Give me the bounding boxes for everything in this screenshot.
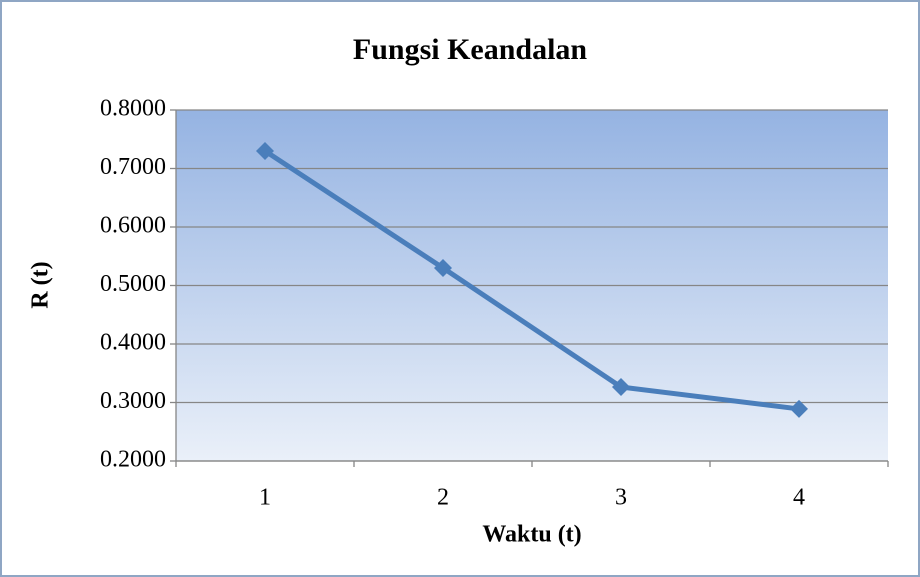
y-tick-label: 0.4000 [100,330,166,356]
data-point [612,377,630,396]
y-tick-label: 0.5000 [100,271,166,297]
y-tick-label: 0.7000 [100,154,166,180]
y-tick-label: 0.8000 [100,96,166,122]
chart-title: Fungsi Keandalan [353,33,588,66]
y-tick-label: 0.6000 [100,213,166,239]
y-tick-label: 0.2000 [100,447,166,473]
x-tick-label: 3 [615,485,627,511]
data-line [263,148,800,412]
x-tick-label: 2 [437,485,449,511]
y-tick-label: 0.3000 [100,388,166,414]
data-point [256,141,274,160]
data-point [434,258,452,277]
x-tick-label: 4 [793,485,805,511]
x-tick-label: 1 [259,485,271,511]
x-axis-label: Waktu (t) [482,522,581,548]
y-axis-label: R (t) [28,261,54,308]
data-point [790,399,808,418]
